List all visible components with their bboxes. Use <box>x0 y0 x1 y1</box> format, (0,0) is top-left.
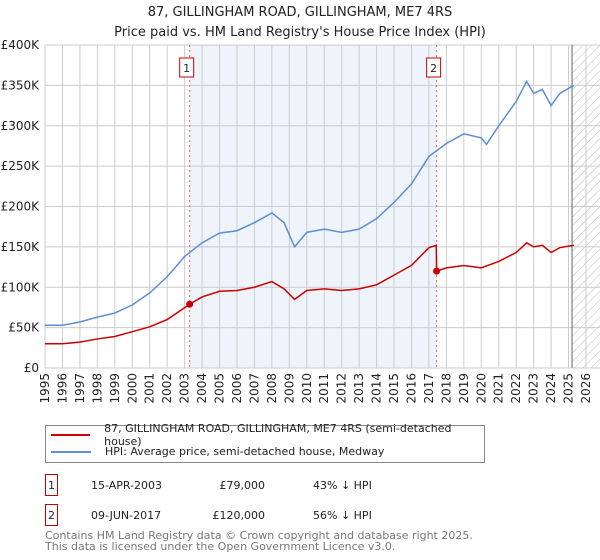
x-tick-label: 2013 <box>352 373 366 404</box>
y-tick-label: £400K <box>1 38 41 52</box>
chart-title: 87, GILLINGHAM ROAD, GILLINGHAM, ME7 4RS… <box>0 3 600 43</box>
footer-line: Contains HM Land Registry data © Crown c… <box>45 529 473 542</box>
x-tick-label: 2019 <box>457 373 471 404</box>
sale-label: 2 <box>430 62 437 75</box>
marker-badge: 1 <box>45 474 58 496</box>
x-tick-label: 2009 <box>282 373 296 404</box>
x-tick-label: 2020 <box>474 373 488 404</box>
legend-item-hpi: HPI: Average price, semi-detached house,… <box>46 443 484 460</box>
transaction-row: 1 15-APR-2003 £79,000 43% ↓ HPI <box>45 474 372 496</box>
y-tick-label: £150K <box>1 240 41 254</box>
x-tick-label: 2026 <box>579 373 593 404</box>
legend-item-property: 87, GILLINGHAM ROAD, GILLINGHAM, ME7 4RS… <box>46 422 484 448</box>
y-tick-label: £250K <box>1 159 41 173</box>
y-tick-label: £0 <box>24 361 39 375</box>
x-tick-label: 2025 <box>562 373 576 404</box>
x-tick-label: 2000 <box>125 373 139 404</box>
x-tick-label: 2012 <box>335 373 349 404</box>
x-tick-label: 2016 <box>404 373 418 404</box>
x-tick-label: 2014 <box>370 373 384 404</box>
legend-swatch <box>51 433 91 436</box>
x-tick-label: 2015 <box>387 373 401 404</box>
sale-label-box <box>179 57 195 78</box>
x-tick-label: 2011 <box>317 373 331 404</box>
series-line <box>45 241 574 345</box>
x-tick-label: 1998 <box>90 373 104 404</box>
x-tick-label: 2024 <box>544 373 558 404</box>
legend-swatch <box>51 450 91 453</box>
legend-label: HPI: Average price, semi-detached house,… <box>105 445 385 458</box>
x-tick-label: 2022 <box>509 373 523 404</box>
x-tick-label: 2007 <box>247 373 261 404</box>
y-tick-label: £350K <box>1 78 41 92</box>
transaction-hpi: 43% ↓ HPI <box>313 478 372 492</box>
x-tick-label: 1999 <box>108 373 122 404</box>
transaction-price: £120,000 <box>212 508 266 522</box>
price-chart: £0 £50K £100K £150K £200K £250K £300K £350K £400… <box>1 38 600 404</box>
x-tick-label: 2017 <box>422 373 436 404</box>
legend-label: 87, GILLINGHAM ROAD, GILLINGHAM, ME7 4RS… <box>104 421 452 448</box>
transaction-row: 2 09-JUN-2017 £120,000 56% ↓ HPI <box>45 504 372 526</box>
x-tick-label: 2023 <box>527 373 541 404</box>
title-line: 87, GILLINGHAM ROAD, GILLINGHAM, ME7 4RS <box>147 5 453 20</box>
x-tick-label: 1997 <box>73 373 87 404</box>
y-tick-label: £300K <box>1 119 41 133</box>
transaction-hpi: 56% ↓ HPI <box>313 508 372 522</box>
footer: Contains HM Land Registry data © Crown c… <box>45 530 473 552</box>
y-tick-label: £200K <box>1 200 41 214</box>
transaction-date: 09-JUN-2017 <box>91 508 162 522</box>
transaction-price: £79,000 <box>219 478 266 492</box>
x-tick-label: 1996 <box>55 373 69 404</box>
sale-point <box>433 267 441 275</box>
subtitle-line: Price paid vs. HM Land Registry's House … <box>114 25 486 40</box>
x-tick-label: 2010 <box>300 373 314 404</box>
x-tick-label: 2002 <box>160 373 174 404</box>
x-tick-label: 2006 <box>230 373 244 404</box>
y-tick-label: £100K <box>1 280 41 294</box>
sale-label-box <box>426 57 442 78</box>
x-tick-label: 1995 <box>38 373 52 404</box>
footer-line: This data is licensed under the Open Gov… <box>45 540 396 553</box>
x-tick-label: 2021 <box>492 373 506 404</box>
x-tick-label: 2003 <box>178 373 192 404</box>
sale-point <box>186 300 194 308</box>
x-tick-label: 2001 <box>143 373 157 404</box>
legend: 87, GILLINGHAM ROAD, GILLINGHAM, ME7 4RS… <box>45 422 485 463</box>
x-tick-label: 2008 <box>265 373 279 404</box>
y-tick-label: £50K <box>8 321 40 335</box>
series-line <box>45 79 575 326</box>
sale-label: 1 <box>183 62 190 75</box>
x-tick-label: 2018 <box>439 373 453 404</box>
marker-badge: 2 <box>45 504 58 526</box>
x-tick-label: 2005 <box>213 373 227 404</box>
x-tick-label: 2004 <box>195 373 209 404</box>
transaction-date: 15-APR-2003 <box>91 478 163 492</box>
